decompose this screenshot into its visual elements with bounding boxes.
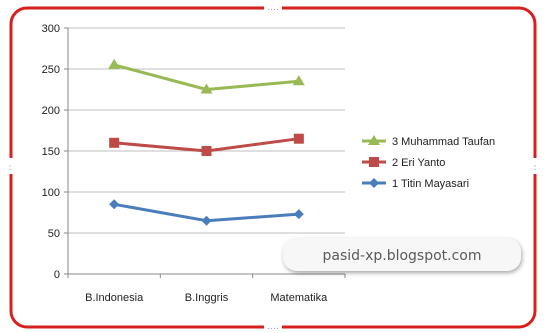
legend-item[interactable]: 1 Titin Mayasari <box>362 178 469 190</box>
data-point <box>200 83 213 94</box>
y-axis-ticks: 0 50 100 150 200 250 300 <box>42 23 68 281</box>
y-tick-label: 50 <box>48 228 60 240</box>
x-tick-label: B.Inggris <box>185 292 229 304</box>
legend-marker <box>369 157 379 167</box>
watermark: pasid-xp.blogspot.com <box>283 238 521 271</box>
chart-frame[interactable] <box>9 6 537 329</box>
legend-marker <box>369 178 379 188</box>
y-tick-label: 250 <box>42 64 60 76</box>
y-tick-label: 0 <box>54 269 60 281</box>
resize-handle-left[interactable]: : <box>6 158 15 174</box>
svg-text:....: .... <box>267 3 278 13</box>
svg-text::: : <box>8 163 11 173</box>
data-point <box>293 133 304 144</box>
data-point <box>292 75 305 86</box>
data-point <box>108 58 121 69</box>
legend-item[interactable]: 2 Eri Yanto <box>362 157 445 169</box>
data-point <box>109 199 120 210</box>
y-tick-label: 150 <box>42 146 60 158</box>
series-group <box>108 58 305 226</box>
legend[interactable]: 3 Muhammad Taufan 2 Eri Yanto 1 Titin Maya… <box>362 135 495 190</box>
y-tick-label: 300 <box>42 23 60 35</box>
series-2 <box>109 133 304 156</box>
data-point <box>201 146 212 156</box>
series-3 <box>108 58 305 94</box>
resize-handle-bottom[interactable]: .... <box>264 322 282 332</box>
legend-label: 1 Titin Mayasari <box>392 178 469 190</box>
legend-label: 2 Eri Yanto <box>392 157 445 169</box>
series-1 <box>109 199 304 226</box>
svg-text:....: .... <box>267 322 278 332</box>
gridlines <box>68 27 345 234</box>
resize-handle-right[interactable]: : <box>530 158 539 174</box>
y-tick-label: 100 <box>42 187 60 199</box>
x-tick-label: Matematika <box>270 292 328 304</box>
legend-marker <box>368 135 380 145</box>
watermark-text: pasid-xp.blogspot.com <box>322 248 481 264</box>
x-axis-ticks: B.Indonesia B.Inggris Matematika <box>67 274 346 304</box>
x-tick-label: B.Indonesia <box>85 292 144 304</box>
y-tick-label: 200 <box>42 105 60 117</box>
data-point <box>109 137 120 148</box>
legend-label: 3 Muhammad Taufan <box>392 136 495 148</box>
legend-item[interactable]: 3 Muhammad Taufan <box>362 135 495 148</box>
data-point <box>201 215 212 226</box>
svg-text::: : <box>533 163 536 173</box>
data-point <box>293 209 304 220</box>
resize-handle-top[interactable]: .... <box>264 3 282 13</box>
